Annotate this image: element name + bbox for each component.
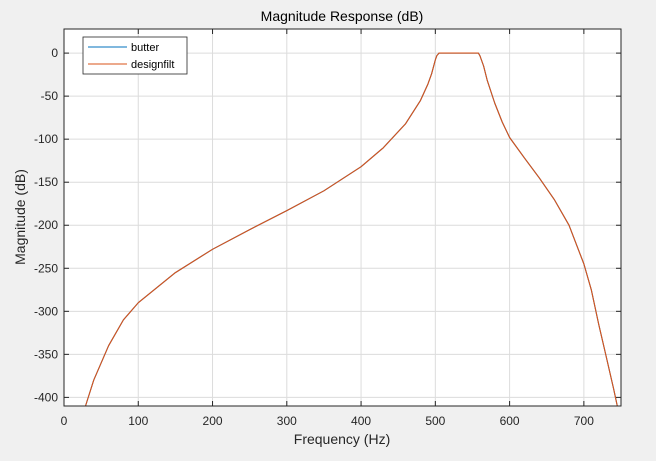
- y-axis-label: Magnitude (dB): [12, 169, 28, 265]
- y-tick-label: -100: [34, 132, 58, 146]
- x-tick-label: 500: [425, 414, 445, 428]
- x-tick-label: 200: [203, 414, 223, 428]
- legend-box: [82, 36, 188, 75]
- y-tick-label: -250: [34, 261, 58, 275]
- y-tick-label: -50: [41, 89, 59, 103]
- x-tick-label: 100: [128, 414, 148, 428]
- legend-label-designfilt: designfilt: [131, 59, 174, 71]
- series-layer: [84, 52, 618, 407]
- plot-frame: [63, 28, 622, 407]
- x-tick-label: 0: [61, 414, 68, 428]
- y-tick-label: -350: [34, 347, 58, 361]
- x-tick-label: 300: [277, 414, 297, 428]
- y-tick-label: -400: [34, 390, 58, 404]
- chart-title: Magnitude Response (dB): [261, 8, 424, 24]
- x-tick-label: 600: [500, 414, 520, 428]
- legend-label-butter: butter: [131, 42, 159, 54]
- y-tick-label: -200: [34, 218, 58, 232]
- x-axis-label: Frequency (Hz): [294, 431, 390, 447]
- ticks: 0 100 200 300 400 500 600 700 0 -50 -100 -150 -200 -2…: [34, 29, 621, 428]
- series-line-designfilt: [84, 52, 618, 407]
- y-tick-label: -150: [34, 175, 58, 189]
- legend: butter designfilt: [82, 36, 188, 75]
- y-tick-label: -300: [34, 304, 58, 318]
- y-tick-label: 0: [51, 46, 58, 60]
- plot-area: [64, 29, 621, 406]
- x-tick-label: 400: [351, 414, 371, 428]
- x-tick-label: 700: [574, 414, 594, 428]
